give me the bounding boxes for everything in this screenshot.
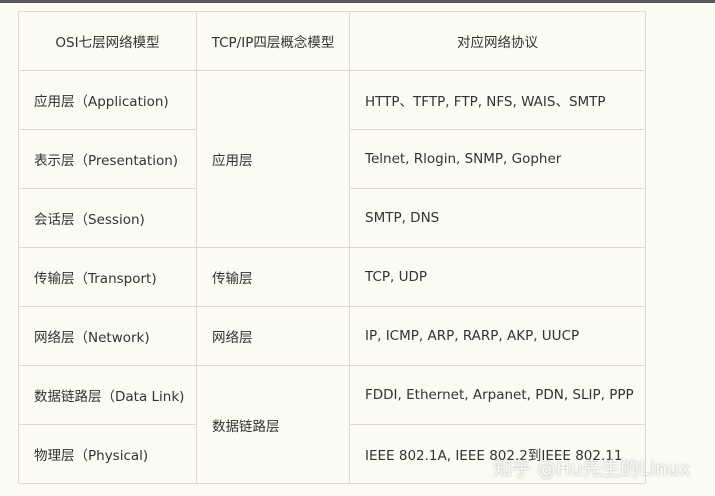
- table-row: 会话层（Session) SMTP, DNS: [18, 188, 646, 248]
- protocol-cell: FDDI, Ethernet, Arpanet, PDN, SLIP, PPP: [349, 365, 646, 425]
- osi-cell: 传输层（Transport): [18, 247, 197, 307]
- tcpip-cell: 应用层: [196, 70, 350, 248]
- header-protocols: 对应网络协议: [349, 11, 646, 71]
- protocol-cell: Telnet, Rlogin, SNMP, Gopher: [349, 129, 646, 189]
- protocol-cell: SMTP, DNS: [349, 188, 646, 248]
- tcpip-cell: 网络层: [196, 306, 350, 366]
- osi-cell: 物理层（Physical): [18, 424, 197, 484]
- watermark: 知乎 @Hu先生的Linux: [493, 458, 691, 480]
- osi-cell: 网络层（Network): [18, 306, 197, 366]
- protocol-cell: TCP, UDP: [349, 247, 646, 307]
- table-header-row: OSI七层网络模型 TCP/IP四层概念模型 对应网络协议: [18, 11, 646, 71]
- tcpip-cell: 数据链路层: [196, 365, 350, 484]
- tcpip-cell: 传输层: [196, 247, 350, 307]
- osi-cell: 数据链路层（Data Link): [18, 365, 197, 425]
- table-row: 网络层（Network) 网络层 IP, ICMP, ARP, RARP, AK…: [18, 306, 646, 366]
- table-row: 传输层（Transport) 传输层 TCP, UDP: [18, 247, 646, 307]
- table-row: 物理层（Physical) IEEE 802.1A, IEEE 802.2到IE…: [18, 424, 646, 484]
- osi-cell: 应用层（Application): [18, 70, 197, 130]
- osi-cell: 会话层（Session): [18, 188, 197, 248]
- top-bar: [0, 0, 715, 3]
- header-tcpip: TCP/IP四层概念模型: [196, 11, 350, 71]
- protocol-cell: IEEE 802.1A, IEEE 802.2到IEEE 802.11: [349, 424, 646, 484]
- table-row: 应用层（Application) 应用层 HTTP、TFTP, FTP, NFS…: [18, 70, 646, 248]
- protocol-cell: HTTP、TFTP, FTP, NFS, WAIS、SMTP: [349, 70, 646, 130]
- header-osi: OSI七层网络模型: [18, 11, 197, 71]
- osi-cell: 表示层（Presentation): [18, 129, 197, 189]
- osi-tcpip-table: OSI七层网络模型 TCP/IP四层概念模型 对应网络协议 应用层（Applic…: [18, 11, 646, 484]
- table-row: 数据链路层（Data Link) 数据链路层 FDDI, Ethernet, A…: [18, 365, 646, 484]
- table-row: 表示层（Presentation) Telnet, Rlogin, SNMP, …: [18, 129, 646, 189]
- protocol-cell: IP, ICMP, ARP, RARP, AKP, UUCP: [349, 306, 646, 366]
